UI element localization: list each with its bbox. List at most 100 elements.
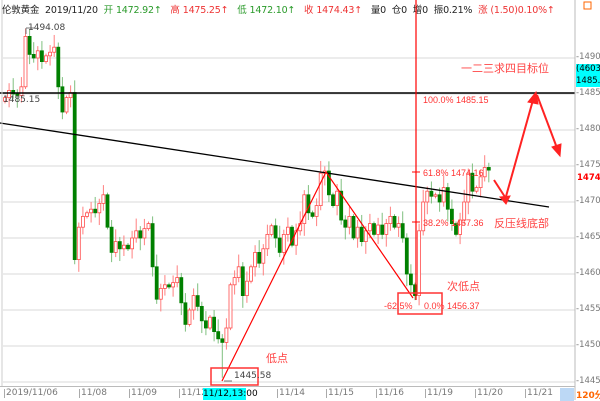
candle-body[interactable] [273,225,278,239]
candle-body[interactable] [285,226,290,235]
candle-body[interactable] [203,320,208,329]
candle-body[interactable] [109,226,114,253]
candle-body[interactable] [355,226,360,239]
candle-body[interactable] [146,223,151,230]
period-label[interactable]: 120分钟 [576,391,600,401]
candle-body[interactable] [212,316,217,333]
candle-body[interactable] [384,223,389,235]
candle-body[interactable] [388,215,393,224]
candle-body[interactable] [183,302,188,325]
candle-body[interactable] [117,241,122,250]
candle-body[interactable] [175,277,180,284]
candle-body[interactable] [85,212,89,217]
candle-body[interactable] [171,282,176,288]
candle-body[interactable] [93,208,98,214]
candle-body[interactable] [101,194,106,204]
candle-body[interactable] [150,223,155,268]
candle-body[interactable] [167,284,171,288]
candle-body[interactable] [265,233,270,250]
candle-body[interactable] [425,190,430,203]
candle-body[interactable] [232,277,237,286]
candle-body[interactable] [392,215,397,228]
candle-body[interactable] [474,187,479,192]
candle-body[interactable] [142,228,147,239]
candle-body[interactable] [367,223,372,232]
candle-body[interactable] [11,90,16,95]
candle-body[interactable] [89,208,93,214]
candle-body[interactable] [302,194,307,225]
candle-body[interactable] [335,190,340,206]
candle-body[interactable] [486,167,491,171]
candle-body[interactable] [466,172,471,203]
candle-body[interactable] [269,225,274,235]
candle-body[interactable] [257,251,262,264]
candle-body[interactable] [343,219,348,228]
candle-body[interactable] [351,215,356,239]
candle-body[interactable] [437,194,442,203]
candle-body[interactable] [154,266,159,300]
candle-body[interactable] [347,215,352,228]
candle-body[interactable] [220,338,225,343]
candle-body[interactable] [429,190,434,197]
candle-body[interactable] [64,97,69,113]
candle-body[interactable] [134,230,139,239]
candle-body[interactable] [60,86,65,113]
candle-body[interactable] [187,309,192,325]
candle-body[interactable] [199,305,204,322]
candle-body[interactable] [400,223,405,239]
settings-square-icon[interactable] [583,1,592,10]
candle-body[interactable] [208,316,212,329]
candle-body[interactable] [326,170,331,196]
wave-lines[interactable] [221,170,414,382]
candle-body[interactable] [318,172,323,206]
candle-body[interactable] [228,284,233,329]
candle-body[interactable] [249,266,253,282]
candle-body[interactable] [130,237,135,250]
candle-body[interactable] [3,97,7,102]
candle-body[interactable] [81,215,85,228]
candle-body[interactable] [281,233,286,253]
candle-body[interactable] [15,93,20,96]
candle-body[interactable] [179,277,184,304]
candle-body[interactable] [97,203,102,214]
candle-body[interactable] [376,224,381,235]
candle-body[interactable] [372,223,376,235]
candle-body[interactable] [478,176,483,189]
candle-body[interactable] [331,194,335,207]
candle-body[interactable] [195,295,200,307]
scroll-handle[interactable] [560,388,574,401]
candle-body[interactable] [40,50,44,62]
candle-body[interactable] [363,230,368,243]
candle-body[interactable] [339,190,344,221]
candle-body[interactable] [27,36,32,55]
candle-body[interactable] [48,51,52,57]
candle-body[interactable] [23,36,28,88]
candle-body[interactable] [224,327,229,343]
candle-body[interactable] [441,187,446,203]
candle-body[interactable] [396,223,401,228]
candle-body[interactable] [72,92,77,260]
candle-body[interactable] [244,280,249,297]
candle-body[interactable] [35,50,40,59]
candle-body[interactable] [158,287,163,300]
candle-body[interactable] [138,230,143,239]
candle-body[interactable] [191,295,196,311]
candle-body[interactable] [404,237,409,275]
candle-body[interactable] [31,54,36,59]
candle-body[interactable] [445,187,450,210]
trend-line[interactable] [0,122,550,208]
candle-body[interactable] [56,46,61,88]
candle-body[interactable] [122,244,126,250]
candle-body[interactable] [19,86,24,96]
candle-body[interactable] [216,331,221,340]
candle-body[interactable] [462,201,467,221]
candle-body[interactable] [454,223,458,235]
candle-body[interactable] [261,248,266,264]
candle-body[interactable] [458,219,463,235]
candle-body[interactable] [433,194,438,197]
candle-body[interactable] [314,205,319,217]
candle-body[interactable] [236,266,241,278]
candle-body[interactable] [105,194,110,228]
candle-body[interactable] [310,212,315,217]
